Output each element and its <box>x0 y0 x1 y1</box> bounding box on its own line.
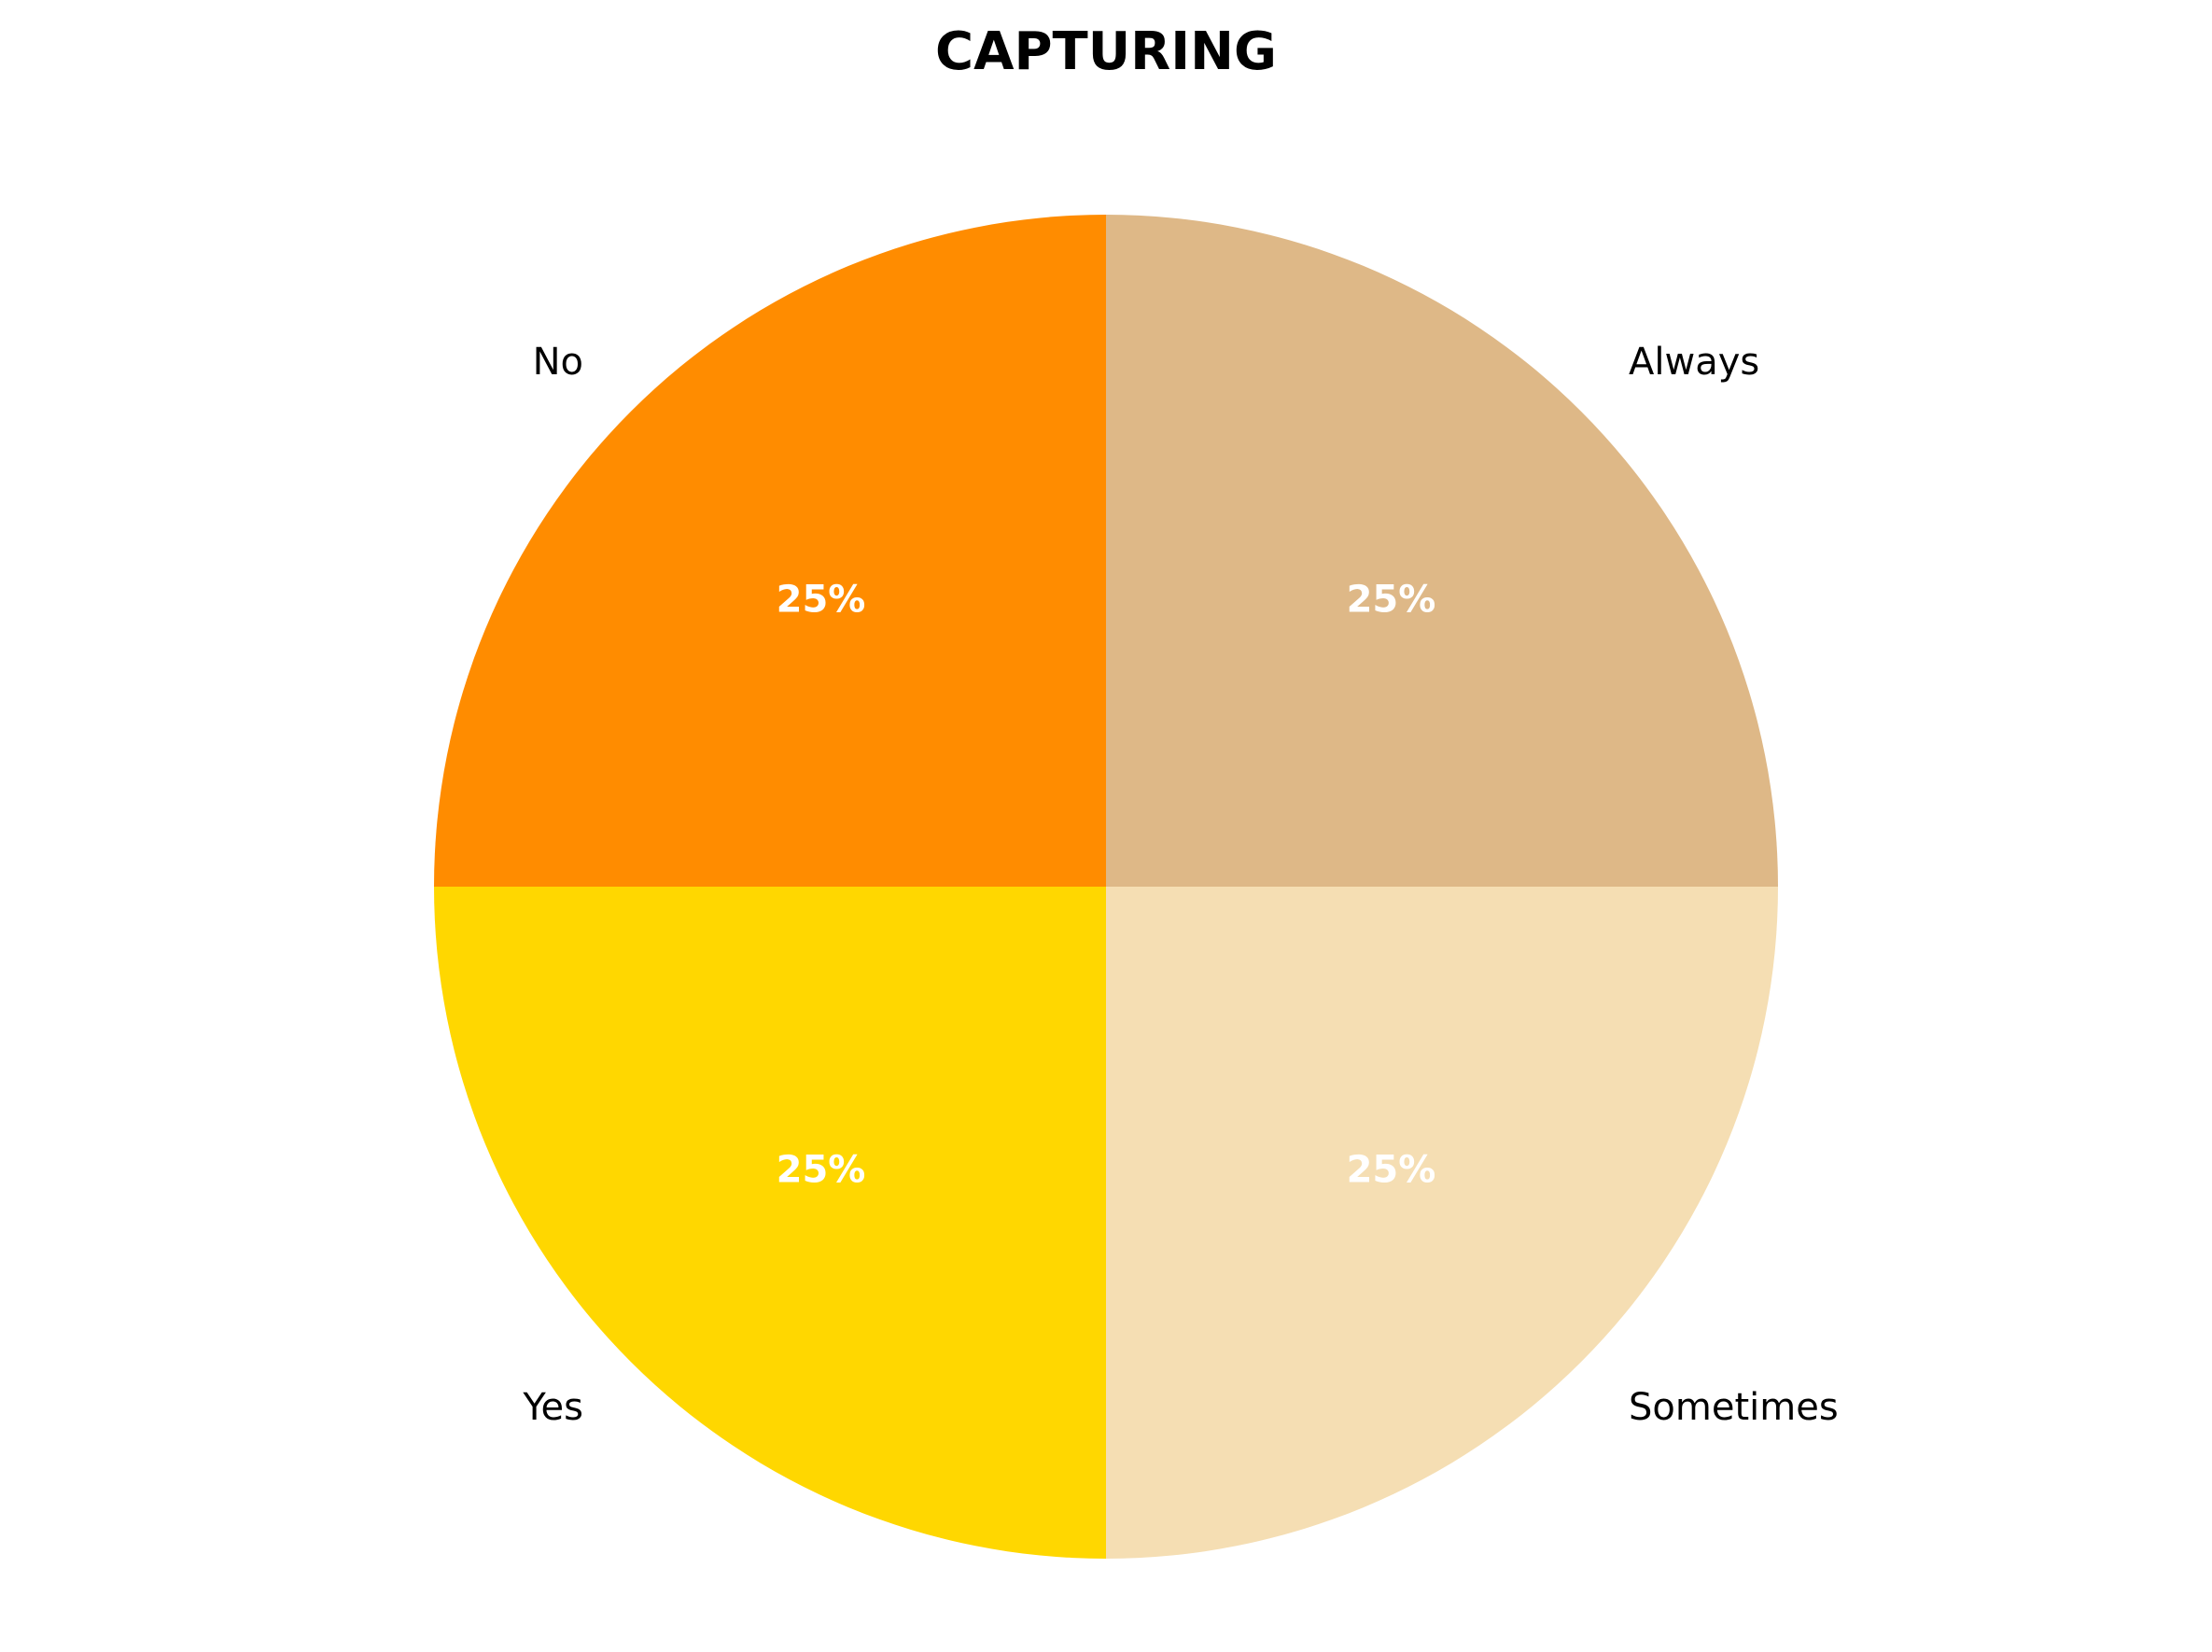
pie-labels: Always 25% Sometimes 25% Yes 25% No 25% <box>522 341 1838 1429</box>
slice-label-no: No <box>533 341 583 384</box>
slice-percent-yes: 25% <box>777 1148 866 1191</box>
pie-slice-no <box>434 215 1106 887</box>
pie-slice-yes <box>434 887 1106 1559</box>
pie-slice-sometimes <box>1106 887 1778 1559</box>
pie-slices <box>434 215 1778 1559</box>
slice-percent-sometimes: 25% <box>1347 1148 1436 1191</box>
slice-label-always: Always <box>1629 341 1759 384</box>
slice-label-sometimes: Sometimes <box>1629 1386 1839 1429</box>
slice-label-yes: Yes <box>522 1386 583 1429</box>
slice-percent-always: 25% <box>1347 579 1436 622</box>
pie-slice-always <box>1106 215 1778 887</box>
slice-percent-no: 25% <box>777 579 866 622</box>
chart-title: CAPTURING <box>935 21 1277 82</box>
